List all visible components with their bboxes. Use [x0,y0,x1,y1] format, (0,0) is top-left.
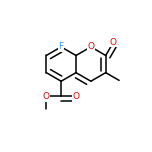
Text: O: O [110,38,117,47]
Text: F: F [59,42,64,51]
Text: O: O [87,42,94,51]
Text: O: O [73,92,80,101]
Text: O: O [43,92,50,101]
